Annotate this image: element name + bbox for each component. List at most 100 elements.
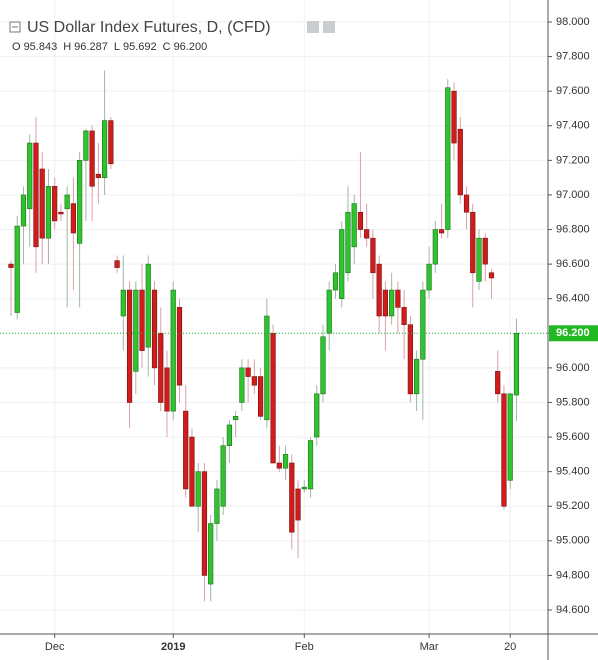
candle-body [83,130,89,161]
y-tick-label: 97.800 [556,50,590,62]
candle-body [208,523,214,585]
candle-body [295,488,301,521]
candle-body [245,367,251,377]
candle-body [126,289,133,403]
candle-body [507,393,513,481]
candle-body [432,229,438,265]
y-tick-label: 96.600 [556,258,590,270]
ohlc-header: O 95.843 H 96.287 L 95.692 C 96.200 [12,41,207,53]
candle-body [438,229,445,234]
candle-body [220,445,226,507]
candle-body [395,289,401,308]
y-tick-label: 94.800 [556,569,590,581]
candle-body [158,332,164,403]
candle-body [389,289,395,317]
candle-body [482,237,488,265]
candle-body [339,229,345,300]
x-tick-label: 2019 [161,641,185,653]
candle-body [27,142,33,210]
candle-body [445,87,451,230]
axes: 94.600 94.800 95.000 95.200 95.400 95.600 95.8… [45,16,598,653]
candle-body [14,225,20,313]
candle-body [364,229,370,239]
candle-body [326,289,332,334]
candle-body [120,289,126,317]
y-tick-label: 96.800 [556,223,590,235]
candle-body [513,332,520,396]
candle-body [201,471,208,576]
candle-body [77,160,83,244]
candle-body [139,289,145,351]
y-tick-label: 97.200 [556,154,590,166]
y-tick-label: 97.000 [556,189,590,201]
candle-body [476,237,482,282]
chart-title: US Dollar Index Futures, D, (CFD) [27,19,271,36]
candle-body [239,367,245,403]
y-tick-label: 98.000 [556,16,590,28]
candle-body [33,142,39,248]
ohlc-key: O [12,41,21,53]
candle-body [114,260,120,268]
candle-body [314,393,320,438]
candle-body [133,289,139,372]
candle-body [332,272,339,291]
candle-body [451,90,457,144]
candle-body [407,324,413,395]
candle-body [457,128,463,196]
candle-body [214,488,220,524]
candle-body [195,471,201,507]
x-tick-label: Feb [295,641,314,653]
candle-body [495,371,501,395]
candle-body [351,203,357,248]
candle-body [320,336,326,395]
candle-body [170,289,176,412]
candle-body [45,185,52,239]
ohlc-value: 95.692 [123,41,157,53]
eye-icon[interactable] [307,21,319,33]
last-price-box [549,325,598,342]
candle-body [89,130,95,187]
x-tick-label: Mar [420,641,439,653]
candle-body [102,120,108,178]
candle-body [145,263,151,348]
y-tick-label: 94.600 [556,604,590,616]
candle-body [345,211,351,274]
ohlc-value: 96.287 [74,41,108,53]
candle-body [20,194,27,227]
settings-icon[interactable] [323,21,335,33]
y-tick-label: 95.600 [556,431,590,443]
candle-body [426,263,432,291]
candle-body [413,358,420,395]
x-tick-label: 20 [504,641,516,653]
candle-body [270,332,276,464]
candle-body [108,120,114,165]
candle-body [176,307,183,386]
candle-body [52,185,58,222]
ohlc-key: H [63,41,71,53]
candle-body [251,376,257,386]
candle-body [501,393,507,507]
candle-body [401,307,407,325]
candle-body [183,410,189,490]
candle-body [382,289,389,317]
candle-body [357,211,364,230]
y-tick-label: 96.400 [556,293,590,305]
candle-body [233,416,239,421]
ohlc-value: 95.843 [24,41,58,53]
y-tick-label: 97.400 [556,120,590,132]
y-tick-label: 95.800 [556,396,590,408]
x-tick-label: Dec [45,641,65,653]
candle-body [64,194,70,210]
y-tick-label: 96.000 [556,362,590,374]
candle-body [289,462,295,533]
candle-body [95,173,101,178]
candle-body [70,203,76,234]
candle-body [470,211,476,274]
candle-body [39,168,45,239]
candle-body [463,194,470,213]
candle-body [370,237,376,274]
candle-body [488,272,495,279]
last-price-label: 96.200 [556,327,590,339]
